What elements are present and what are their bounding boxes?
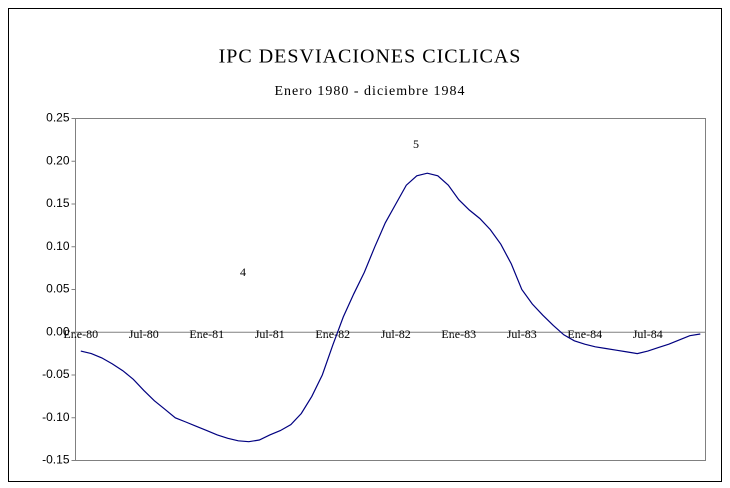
x-tick-label: Ene-83 <box>441 327 476 341</box>
x-tick-label: Jul-82 <box>381 327 411 341</box>
annotation: 4 <box>240 265 246 279</box>
x-tick-label: Ene-80 <box>63 327 98 341</box>
y-tick-label: 0.25 <box>46 111 70 125</box>
chart-subtitle: Enero 1980 - diciembre 1984 <box>274 84 465 99</box>
annotation: 5 <box>413 137 419 151</box>
x-tick-label: Ene-84 <box>567 327 602 341</box>
y-tick-label: 0.20 <box>46 153 70 167</box>
x-tick-label: Jul-84 <box>633 327 663 341</box>
y-tick-label: -0.10 <box>42 410 70 424</box>
x-tick-label: Ene-82 <box>315 327 350 341</box>
x-tick-label: Ene-81 <box>189 327 224 341</box>
y-tick-label: -0.15 <box>42 453 70 467</box>
chart-frame <box>8 8 722 482</box>
y-tick-label: 0.10 <box>46 239 70 253</box>
x-tick-label: Jul-81 <box>255 327 285 341</box>
chart-title: IPC DESVIACIONES CICLICAS <box>219 46 522 68</box>
x-tick-label: Jul-80 <box>129 327 159 341</box>
plot-frame <box>75 118 706 461</box>
x-tick-label: Jul-83 <box>507 327 537 341</box>
line-series <box>80 172 701 443</box>
y-tick-label: 0.15 <box>46 196 70 210</box>
y-tick-label: 0.00 <box>46 324 70 338</box>
y-tick-label: -0.05 <box>42 367 70 381</box>
y-tick-label: 0.05 <box>46 282 70 296</box>
